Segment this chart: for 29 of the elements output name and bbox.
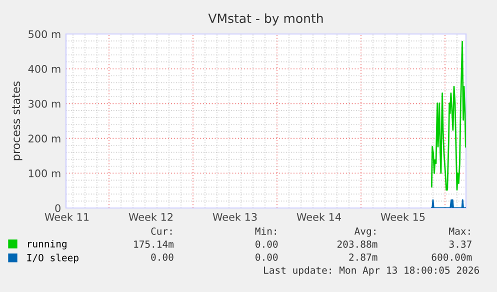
text: 203.88m [337,240,378,248]
text: 175.14m [134,240,174,248]
text: 2.87m [349,253,378,261]
text: 0.00 [256,240,278,248]
y-tick-label: 300 m [28,100,60,108]
text: Avg: [354,228,376,237]
text: 3.37 [449,240,472,248]
text: Cur: [151,227,172,235]
x-tick-label: Week 12 [128,212,173,221]
x-tick-label: Week 14 [296,212,341,221]
text: Last update: Mon Apr 13 18:00:05 2026 [264,266,479,276]
x-tick-label: Week 11 [44,212,89,221]
text: Max: [449,228,470,235]
legend-label: running [28,240,66,250]
y-axis-title: process states [12,81,22,160]
legend-label: I/O sleep [27,254,78,264]
chart-title: VMstat - by month [208,13,323,26]
x-tick-label: Week 15 [380,212,425,221]
text: 600.00m [432,253,472,261]
text: Min: [255,227,276,235]
y-tick-label: 500 m [28,30,60,38]
y-tick-label: 0 [55,204,60,212]
text: 0.00 [151,253,174,261]
y-tick-label: 200 m [28,134,60,143]
y-tick-label: 400 m [28,65,60,73]
y-tick-label: 100 m [28,169,60,178]
text: 0.00 [256,253,278,261]
line-series [430,40,466,191]
x-tick-label: Week 13 [212,212,257,221]
